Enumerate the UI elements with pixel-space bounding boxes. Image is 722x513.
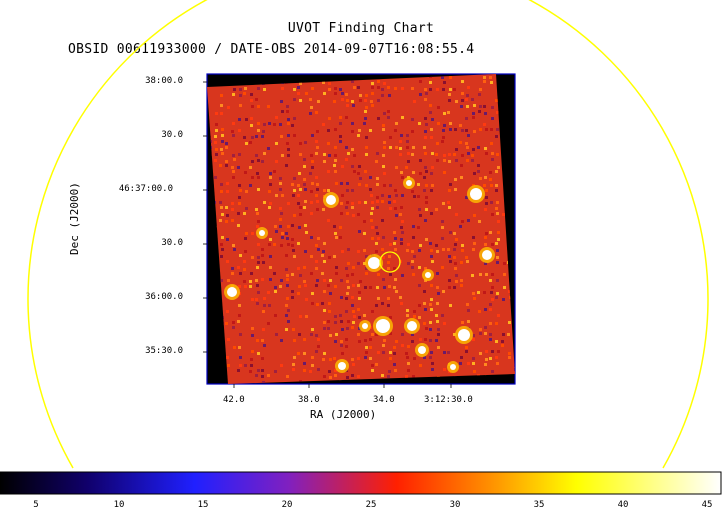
ra-tick-label: 38.0 <box>298 395 320 405</box>
axis-tick-marks <box>203 81 452 388</box>
dec-tick-label: 35:30.0 <box>145 346 183 356</box>
dec-tick-label: 46:37:00.0 <box>118 184 173 194</box>
chart-title: UVOT Finding Chart <box>287 21 435 36</box>
ra-tick-label: 34.0 <box>373 395 395 405</box>
ra-tick-label: 3:12:30.0 <box>424 395 473 405</box>
colorbar-tick-label: 15 <box>197 500 209 510</box>
colorbar-tick-label: 45 <box>701 500 713 510</box>
colorbar-tick-label: 40 <box>617 500 629 510</box>
field-of-view-circle <box>27 0 709 469</box>
colorbar-tick-label: 10 <box>113 500 125 510</box>
colorbar <box>0 471 722 495</box>
ra-tick-label: 42.0 <box>223 395 245 405</box>
ra-axis-label: RA (J2000) <box>310 408 377 421</box>
dec-tick-label: 36:00.0 <box>145 292 183 302</box>
colorbar-tick-label: 5 <box>33 500 39 510</box>
dec-tick-label: 30.0 <box>161 238 183 248</box>
dec-tick-label: 30.0 <box>161 130 183 140</box>
chart-subtitle: OBSID 00611933000 / DATE-OBS 2014-09-07T… <box>68 42 475 57</box>
colorbar-tick-label: 30 <box>449 500 461 510</box>
colorbar-tick-label: 20 <box>281 500 293 510</box>
dec-axis-label: Dec (J2000) <box>68 182 81 255</box>
star-sources <box>224 177 495 373</box>
colorbar-tick-label: 25 <box>365 500 377 510</box>
dec-tick-label: 38:00.0 <box>145 76 183 86</box>
target-circle <box>379 251 401 273</box>
colorbar-tick-label: 35 <box>533 500 545 510</box>
uvot-image <box>207 74 515 384</box>
